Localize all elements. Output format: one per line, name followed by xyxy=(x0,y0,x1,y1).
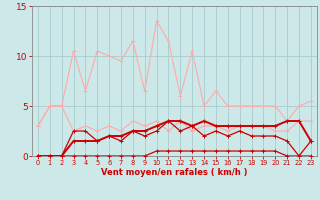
X-axis label: Vent moyen/en rafales ( km/h ): Vent moyen/en rafales ( km/h ) xyxy=(101,168,248,177)
